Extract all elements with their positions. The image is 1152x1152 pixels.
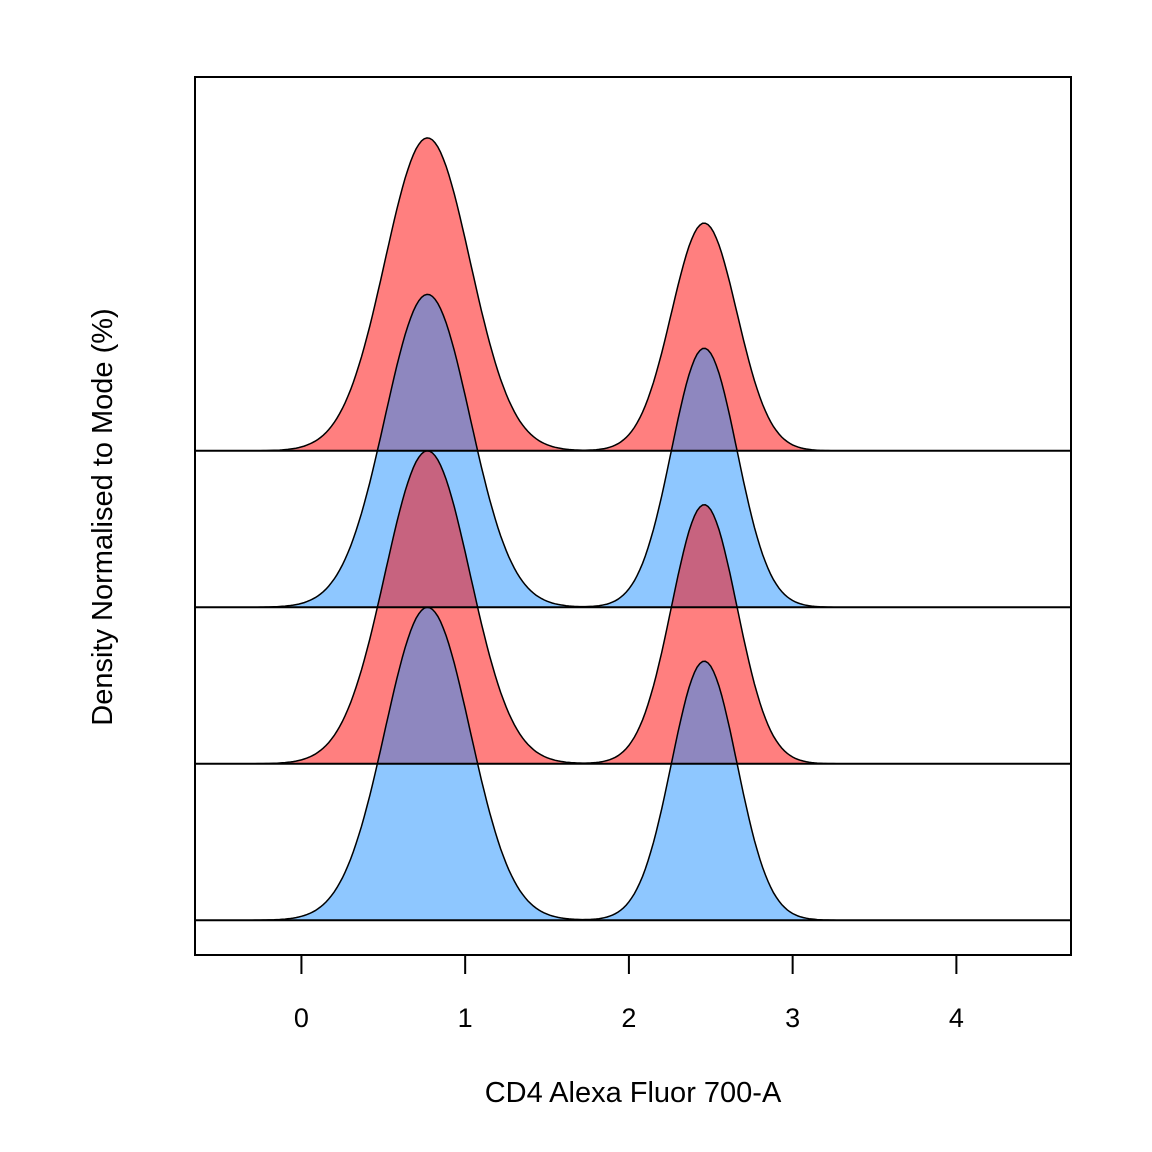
density-ridge-sample-1 [219, 606, 875, 921]
x-tick-label: 2 [621, 1003, 636, 1033]
x-tick-label: 3 [785, 1003, 800, 1033]
y-axis-label: Density Normalised to Mode (%) [87, 308, 119, 725]
plot-frame [194, 76, 1072, 956]
x-ticks: 0 1 2 3 4 [294, 955, 964, 1033]
x-tick-label: 4 [949, 1003, 964, 1033]
ridge-layer [219, 137, 875, 921]
x-axis: 0 1 2 3 4 [294, 954, 964, 1033]
x-axis-label: CD4 Alexa Fluor 700-A [485, 1077, 782, 1109]
x-tick-label: 0 [294, 1003, 309, 1033]
baseline-layer [195, 449, 1071, 922]
density-ridge-sample-4 [219, 137, 875, 452]
x-tick-label: 1 [458, 1003, 473, 1033]
